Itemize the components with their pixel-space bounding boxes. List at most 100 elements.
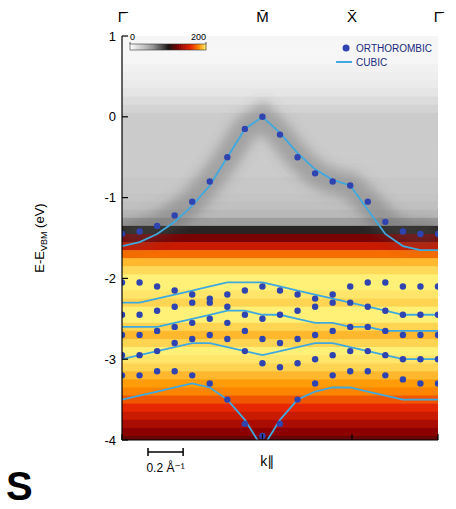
y-axis <box>121 36 122 440</box>
band-halo <box>122 117 438 234</box>
band-point <box>347 182 353 188</box>
intensity-row <box>122 105 438 114</box>
scale-bar-cap <box>182 448 184 456</box>
band-point <box>435 231 438 237</box>
intensity-row <box>122 97 438 106</box>
band-point <box>154 223 160 229</box>
band-point <box>329 299 335 305</box>
y-tick-label: -4 <box>104 433 116 448</box>
band-point <box>329 352 335 358</box>
band-point <box>136 372 142 378</box>
band-point <box>224 336 230 342</box>
band-point <box>207 316 213 322</box>
band-point <box>365 368 371 374</box>
band-point <box>207 380 213 386</box>
intensity-row <box>122 194 438 203</box>
colorbar-tick <box>130 42 131 44</box>
x-axis <box>122 439 438 440</box>
band-point <box>365 348 371 354</box>
y-tick-label: -1 <box>104 190 116 205</box>
x-tick-label: X̄ <box>347 8 357 25</box>
x-tick <box>262 434 263 440</box>
colorbar-label: 200 <box>191 32 206 42</box>
band-point <box>365 324 371 330</box>
band-point <box>417 380 423 386</box>
x-tick-label: Γ̄ <box>118 8 128 25</box>
figure: -4-3-2-101Γ̄M̄X̄Γ̄E-EVBM (eV)k∥0.2 Å⁻¹02… <box>0 0 456 509</box>
colorbar-label: 0 <box>130 32 135 42</box>
band-point <box>312 303 318 309</box>
band-point <box>417 356 423 362</box>
band-point <box>259 114 265 120</box>
band-point <box>259 360 265 366</box>
band-point <box>294 396 300 402</box>
intensity-row <box>122 64 438 73</box>
band-point <box>382 352 388 358</box>
scale-bar-label: 0.2 Å⁻¹ <box>146 460 184 475</box>
x-tick-label: Γ̄ <box>434 8 444 25</box>
band-point <box>154 308 160 314</box>
band-point <box>242 126 248 132</box>
band-point <box>347 324 353 330</box>
band-point <box>435 312 438 318</box>
intensity-row <box>122 428 438 437</box>
intensity-row <box>122 274 438 283</box>
band-line <box>122 117 438 250</box>
scale-bar <box>148 448 183 456</box>
band-point <box>242 287 248 293</box>
band-point <box>329 291 335 297</box>
band-point <box>224 154 230 160</box>
legend-label: ORTHOROMBIC <box>356 43 432 54</box>
band-point <box>277 340 283 346</box>
band-point <box>171 340 177 346</box>
intensity-row <box>122 299 438 308</box>
band-point <box>259 316 265 322</box>
band-point <box>189 291 195 297</box>
band-point <box>224 396 230 402</box>
band-point <box>224 320 230 326</box>
colorbar-frame <box>130 44 206 50</box>
y-tick-label: -2 <box>104 271 116 286</box>
band-point <box>259 336 265 342</box>
band-point <box>312 356 318 362</box>
band-point <box>189 336 195 342</box>
band-point <box>189 299 195 305</box>
band-line <box>122 311 438 331</box>
band-point <box>365 279 371 285</box>
band-point <box>435 283 438 289</box>
band-point <box>347 368 353 374</box>
y-tick <box>122 359 128 360</box>
band-point <box>382 279 388 285</box>
band-point <box>154 368 160 374</box>
band-line <box>122 282 438 314</box>
band-point <box>294 360 300 366</box>
band-point <box>435 380 438 386</box>
x-tick-label: M̄ <box>256 8 269 25</box>
band-point <box>207 332 213 338</box>
band-point <box>154 283 160 289</box>
band-point <box>242 312 248 318</box>
x-tick <box>121 434 122 440</box>
intensity-row <box>122 420 438 429</box>
plot-area <box>122 36 438 440</box>
band-point <box>347 283 353 289</box>
band-point <box>400 312 406 318</box>
band-point <box>382 372 388 378</box>
band-point <box>400 356 406 362</box>
band-point <box>417 283 423 289</box>
band-point <box>312 295 318 301</box>
y-axis-title-sub: VBM <box>39 231 49 251</box>
band-point <box>136 352 142 358</box>
intensity-row <box>122 258 438 267</box>
intensity-row <box>122 371 438 380</box>
band-point <box>365 198 371 204</box>
y-tick <box>122 35 128 36</box>
band-point <box>224 291 230 297</box>
band-point <box>259 433 265 439</box>
band-point <box>277 421 283 427</box>
x-axis-title: k∥ <box>260 453 274 469</box>
band-point <box>382 308 388 314</box>
band-point <box>435 332 438 338</box>
intensity-row <box>122 266 438 275</box>
legend-marker <box>343 45 350 52</box>
